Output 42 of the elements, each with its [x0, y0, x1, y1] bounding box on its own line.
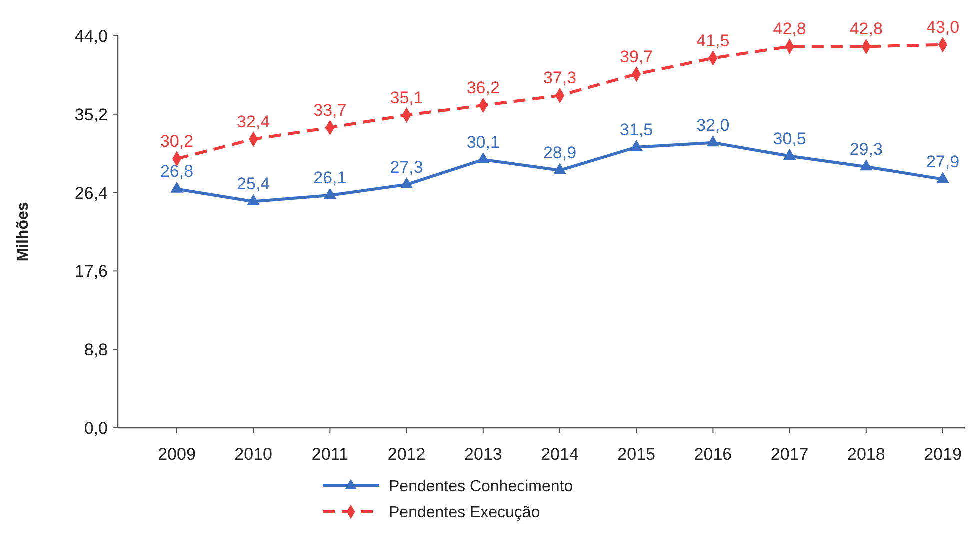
data-label: 32,0: [696, 116, 730, 135]
x-tick-label: 2018: [847, 445, 886, 464]
x-tick-label: 2009: [158, 445, 196, 464]
data-label: 27,3: [390, 158, 424, 177]
y-tick-label: 0,0: [84, 418, 108, 438]
data-label: 35,1: [390, 88, 424, 108]
data-label: 42,8: [773, 20, 806, 39]
data-label: 43,0: [926, 18, 960, 37]
data-label: 32,4: [237, 112, 270, 132]
y-tick-label: 26,4: [74, 184, 108, 203]
data-label: 28,9: [543, 144, 577, 163]
y-axis-title: Milhões: [15, 202, 32, 262]
data-label: 31,5: [620, 120, 654, 140]
data-label: 27,9: [926, 152, 960, 172]
data-label: 29,3: [850, 140, 883, 159]
x-tick-label: 2015: [618, 445, 656, 464]
data-label: 30,5: [773, 129, 806, 148]
x-tick-label: 2010: [234, 445, 273, 464]
legend-label: Pendentes Execução: [389, 504, 540, 522]
y-tick-label: 35,2: [74, 105, 108, 124]
data-label: 25,4: [237, 174, 270, 194]
x-tick-label: 2014: [541, 445, 579, 464]
data-label: 37,3: [543, 68, 577, 88]
x-tick-label: 2011: [312, 445, 348, 464]
y-tick-label: 17,6: [74, 262, 108, 282]
x-tick-label: 2013: [464, 445, 502, 464]
y-tick-label: 44,0: [74, 26, 108, 46]
data-label: 30,2: [160, 132, 194, 151]
x-tick-label: 2017: [770, 445, 809, 464]
legend-label: Pendentes Conhecimento: [389, 478, 574, 496]
data-label: 26,8: [160, 162, 194, 182]
data-label: 33,7: [314, 100, 347, 120]
x-tick-label: 2012: [388, 445, 426, 464]
x-tick-label: 2019: [924, 445, 962, 464]
data-label: 30,1: [466, 132, 500, 152]
x-tick-label: 2016: [694, 445, 732, 464]
data-label: 41,5: [696, 31, 730, 50]
data-label: 39,7: [620, 47, 654, 66]
data-label: 26,1: [314, 168, 347, 188]
data-label: 42,8: [850, 20, 883, 39]
data-label: 36,2: [466, 78, 500, 98]
y-tick-label: 8,8: [84, 340, 108, 360]
